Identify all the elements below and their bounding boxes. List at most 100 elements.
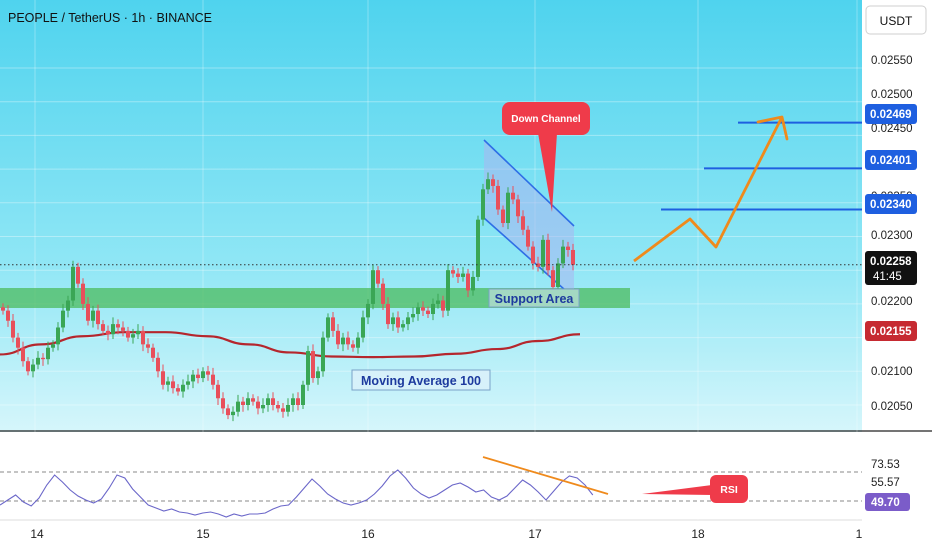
candle[interactable]: [131, 328, 135, 344]
candle[interactable]: [486, 172, 490, 195]
projection-arrow[interactable]: [633, 115, 789, 263]
candle[interactable]: [101, 320, 105, 335]
candle[interactable]: [251, 394, 255, 406]
candle[interactable]: [281, 402, 285, 418]
rsi-indicator[interactable]: RSI: [0, 456, 862, 518]
candle[interactable]: [536, 256, 540, 272]
candle[interactable]: [6, 305, 10, 327]
candle[interactable]: [196, 368, 200, 384]
candle[interactable]: [91, 305, 95, 328]
candle[interactable]: [406, 311, 410, 331]
candle[interactable]: [66, 295, 70, 318]
candle[interactable]: [316, 366, 320, 385]
ma-100-path[interactable]: [0, 331, 581, 359]
candle[interactable]: [286, 398, 290, 417]
candle[interactable]: [36, 351, 40, 370]
candle[interactable]: [191, 369, 195, 389]
moving-average-100-line[interactable]: [0, 331, 581, 359]
candle[interactable]: [481, 183, 485, 226]
price-level-tag[interactable]: 0.02401: [865, 150, 917, 170]
candle[interactable]: [166, 376, 170, 392]
candle[interactable]: [116, 319, 120, 335]
support-area-label-box[interactable]: Support Area: [488, 288, 580, 308]
price-level-tag[interactable]: 0.02340: [865, 194, 917, 214]
candle[interactable]: [571, 243, 575, 271]
candle[interactable]: [341, 332, 345, 352]
candle[interactable]: [386, 297, 390, 329]
candle[interactable]: [381, 278, 385, 310]
rsi-level-tag[interactable]: 73.53: [865, 455, 910, 473]
candle[interactable]: [391, 312, 395, 331]
candle[interactable]: [81, 278, 85, 310]
rsi-divergence-line[interactable]: [482, 456, 609, 495]
candle[interactable]: [501, 205, 505, 228]
candle[interactable]: [16, 332, 20, 355]
candle[interactable]: [301, 380, 305, 410]
candle[interactable]: [276, 400, 280, 413]
candle[interactable]: [546, 233, 550, 276]
price-level-tag[interactable]: 0.02155: [865, 321, 917, 341]
candle[interactable]: [206, 365, 210, 381]
candle[interactable]: [211, 367, 215, 390]
candle[interactable]: [271, 392, 275, 411]
candle[interactable]: [141, 326, 145, 352]
candle[interactable]: [1, 303, 5, 315]
candle[interactable]: [56, 322, 60, 351]
candle[interactable]: [321, 331, 325, 377]
candle[interactable]: [511, 185, 515, 205]
candle[interactable]: [296, 392, 300, 411]
candle[interactable]: [526, 225, 530, 251]
candle[interactable]: [246, 392, 250, 411]
candle[interactable]: [26, 357, 30, 376]
candle[interactable]: [136, 324, 140, 339]
candle[interactable]: [256, 396, 260, 415]
candle[interactable]: [71, 260, 75, 306]
candle[interactable]: [76, 262, 80, 288]
candle[interactable]: [436, 293, 440, 309]
candle[interactable]: [416, 302, 420, 321]
candle[interactable]: [431, 298, 435, 321]
candle[interactable]: [86, 297, 90, 326]
projection-path[interactable]: [633, 116, 784, 263]
current-price-tag[interactable]: 0.02258 41:45: [865, 251, 917, 285]
candle[interactable]: [241, 396, 245, 412]
candle[interactable]: [11, 314, 15, 343]
candle[interactable]: [226, 404, 230, 420]
candle[interactable]: [151, 343, 155, 362]
candle[interactable]: [421, 301, 425, 317]
candle[interactable]: [61, 303, 65, 333]
candle[interactable]: [396, 311, 400, 333]
candle[interactable]: [331, 311, 335, 337]
candle[interactable]: [446, 264, 450, 317]
down-channel-callout[interactable]: Down Channel: [502, 102, 590, 212]
candle[interactable]: [201, 367, 205, 383]
candle[interactable]: [306, 345, 310, 391]
candle[interactable]: [41, 353, 45, 366]
candle[interactable]: [411, 307, 415, 323]
rsi-level-tag[interactable]: 49.70: [865, 493, 910, 511]
candle[interactable]: [471, 270, 475, 296]
candle[interactable]: [121, 321, 125, 337]
candle[interactable]: [186, 374, 190, 390]
candle[interactable]: [551, 266, 555, 292]
candle[interactable]: [441, 295, 445, 318]
candle[interactable]: [126, 326, 130, 342]
candle[interactable]: [181, 379, 185, 398]
candle[interactable]: [156, 352, 160, 378]
candle[interactable]: [361, 310, 365, 343]
candle[interactable]: [221, 392, 225, 414]
candle[interactable]: [46, 341, 50, 365]
candle[interactable]: [176, 384, 180, 396]
candle[interactable]: [51, 340, 55, 352]
candle[interactable]: [351, 340, 355, 352]
candle[interactable]: [346, 331, 350, 350]
candle[interactable]: [216, 380, 220, 405]
candle[interactable]: [236, 394, 240, 417]
rsi-callout[interactable]: RSI: [642, 475, 748, 503]
candle[interactable]: [111, 317, 115, 339]
candle[interactable]: [556, 258, 560, 294]
candle[interactable]: [171, 375, 175, 394]
candle[interactable]: [371, 264, 375, 310]
candle[interactable]: [426, 306, 430, 319]
